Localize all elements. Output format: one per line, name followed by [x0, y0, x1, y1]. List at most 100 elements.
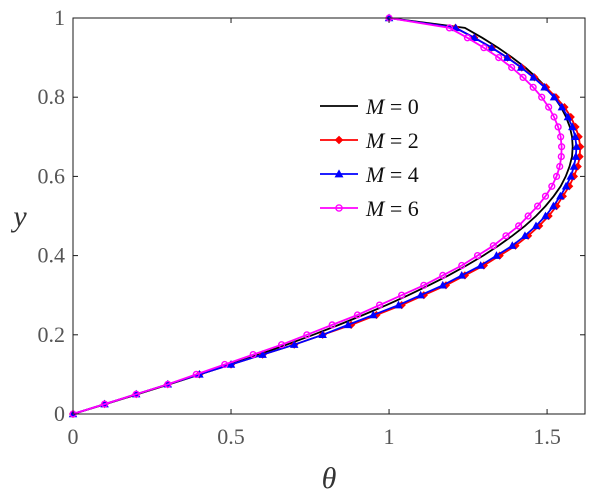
circle-marker — [164, 380, 172, 388]
triangle-marker — [470, 33, 479, 42]
series-line — [72, 17, 563, 415]
circle-marker — [328, 321, 336, 329]
legend-entry: M = 0 — [320, 94, 419, 119]
legend-label: M = 2 — [365, 128, 419, 153]
circle-marker — [550, 113, 558, 121]
circle-marker — [473, 252, 482, 260]
y-tick-label: 0 — [54, 401, 65, 426]
circle-marker — [335, 204, 343, 212]
circle-marker — [533, 202, 542, 210]
triangle-marker — [549, 92, 559, 101]
legend-label: M = 0 — [365, 94, 419, 119]
diamond-marker — [334, 135, 344, 145]
y-tick-label: 1 — [54, 5, 65, 30]
triangle-marker — [318, 330, 327, 339]
triangle-marker — [556, 191, 565, 200]
legend-entry: M = 4 — [320, 162, 419, 187]
triangle-marker — [568, 122, 577, 131]
circle-marker — [515, 222, 523, 230]
triangle-marker — [503, 53, 512, 61]
triangle-marker — [492, 251, 501, 259]
triangle-marker — [520, 231, 530, 240]
triangle-marker — [516, 63, 526, 71]
circle-marker — [495, 53, 503, 62]
legend-entry: M = 6 — [320, 196, 419, 221]
circle-marker — [552, 172, 561, 181]
triangle-marker — [561, 181, 571, 190]
circle-marker — [420, 281, 428, 289]
circle-marker — [480, 44, 488, 52]
triangle-marker — [572, 142, 581, 150]
circle-marker — [439, 271, 447, 280]
legend-label: M = 6 — [365, 196, 419, 221]
legend-label: M = 4 — [365, 162, 419, 187]
triangle-marker — [557, 102, 567, 111]
circle-marker — [221, 360, 229, 369]
circle-marker — [519, 73, 527, 82]
triangle-marker — [541, 211, 550, 220]
triangle-marker — [476, 261, 485, 269]
triangle-marker — [566, 171, 576, 180]
x-tick-label: 0.5 — [217, 424, 245, 449]
legend-entry: M = 2 — [320, 128, 419, 153]
circle-marker — [463, 34, 472, 42]
y-axis-label: y — [10, 200, 27, 233]
triangle-marker — [563, 112, 573, 121]
axes-box — [72, 17, 586, 415]
circle-marker — [502, 232, 510, 240]
triangle-marker — [457, 270, 466, 279]
triangle-marker — [289, 340, 299, 348]
y-tick-label: 0.6 — [38, 163, 66, 188]
circle-marker — [557, 133, 565, 141]
triangle-marker — [416, 290, 425, 299]
x-tick-label: 1 — [384, 424, 395, 449]
circle-marker — [508, 63, 516, 72]
circle-marker — [554, 123, 562, 131]
circle-marker — [101, 400, 109, 408]
legend: M = 0 M = 2 M = 4 M = 6 — [320, 94, 419, 221]
series-3 — [69, 14, 566, 418]
triangle-marker — [343, 320, 353, 329]
circle-marker — [303, 331, 311, 339]
triangle-marker — [571, 152, 581, 160]
plot-area — [73, 18, 585, 414]
circle-marker — [524, 212, 532, 220]
circle-marker — [529, 83, 537, 91]
circle-marker — [398, 291, 406, 299]
circle-marker — [556, 162, 564, 171]
triangle-marker — [569, 162, 579, 170]
tick-layer: 0 0.5 1 1.5 0 0.2 0.4 0.6 0.8 1 — [38, 5, 585, 449]
circle-marker — [277, 341, 286, 349]
circle-marker — [445, 24, 454, 32]
circle-marker — [489, 242, 497, 250]
y-tick-label: 0.8 — [38, 84, 66, 109]
triangle-marker — [258, 350, 267, 358]
triangle-marker — [334, 169, 344, 178]
circle-marker — [375, 301, 384, 309]
y-tick-label: 0.4 — [38, 243, 66, 268]
circle-marker — [538, 93, 546, 101]
circle-marker — [558, 143, 566, 151]
triangle-marker — [368, 310, 378, 319]
triangle-marker — [438, 280, 448, 289]
circle-marker — [541, 192, 550, 200]
circle-marker — [545, 103, 553, 111]
x-tick-label: 0 — [68, 424, 79, 449]
circle-marker — [548, 182, 556, 190]
triangle-marker — [570, 132, 580, 141]
y-tick-label: 0.2 — [38, 322, 66, 347]
circle-marker — [557, 153, 565, 161]
triangle-marker — [531, 221, 541, 230]
x-tick-label: 1.5 — [533, 424, 561, 449]
circle-marker — [353, 311, 362, 319]
triangle-marker — [549, 201, 558, 210]
triangle-marker — [540, 82, 549, 91]
triangle-marker — [226, 360, 236, 368]
triangle-marker — [394, 300, 403, 309]
circle-marker — [192, 370, 200, 379]
triangle-marker — [529, 72, 538, 81]
circle-marker — [132, 390, 140, 398]
x-axis-label: θ — [322, 462, 337, 495]
circle-marker — [249, 351, 257, 359]
